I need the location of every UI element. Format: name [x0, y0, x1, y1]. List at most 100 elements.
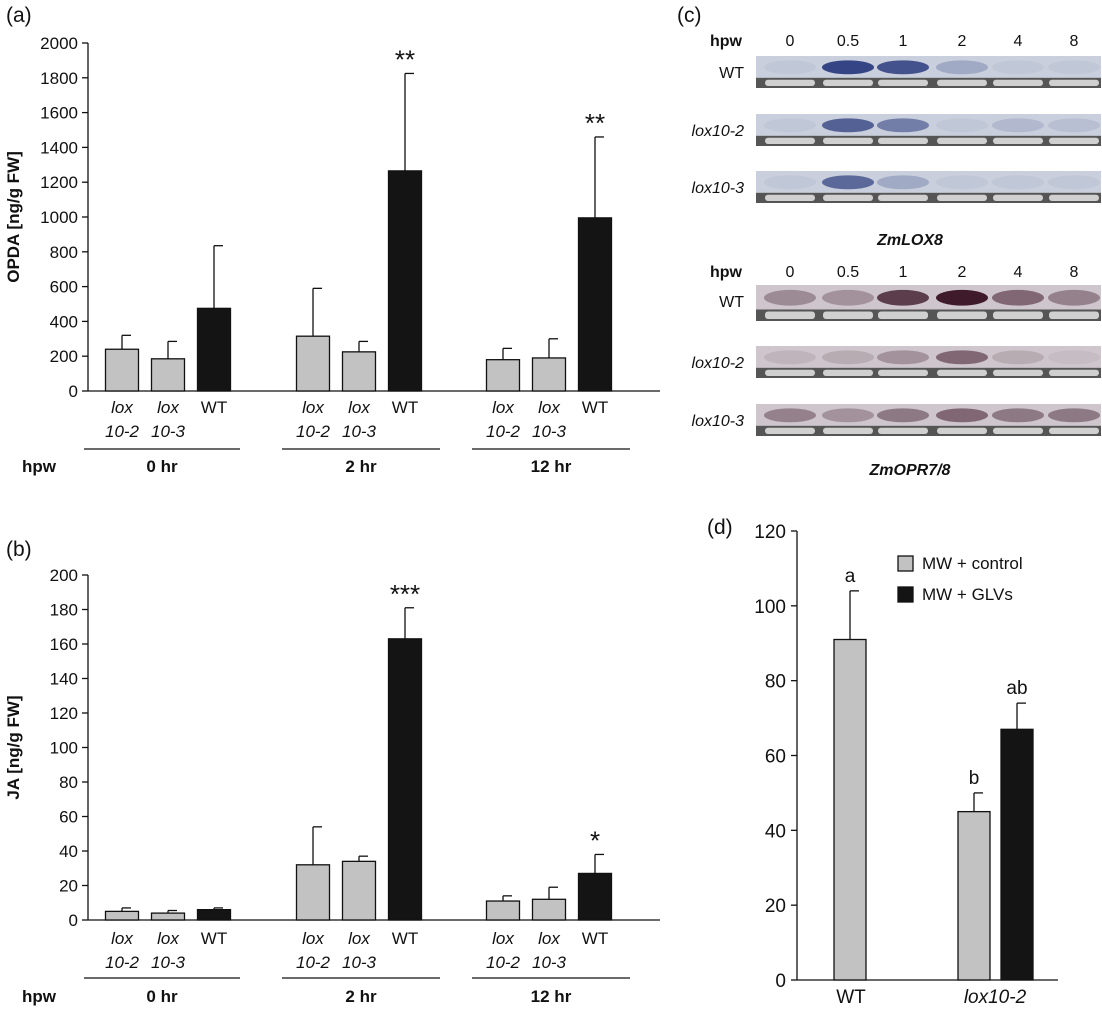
y-tick-label: 100	[50, 739, 78, 758]
blot-band	[936, 289, 988, 306]
blot-band	[936, 408, 988, 423]
blot-band	[822, 60, 874, 75]
category-label: 10-2	[105, 953, 140, 972]
category-label: WT	[201, 398, 227, 417]
y-tick-label: 180	[50, 601, 78, 620]
category-label: lox	[157, 929, 179, 948]
bar-lox10-3	[531, 357, 567, 392]
bar-lox10-2	[295, 335, 331, 392]
panel-label-d: (d)	[707, 516, 733, 539]
rrna-band	[823, 427, 873, 434]
legend-label: MW + control	[922, 554, 1023, 573]
category-label: WT	[836, 987, 866, 1008]
rrna-band	[993, 311, 1043, 319]
blot-band	[764, 60, 816, 75]
rrna-band	[993, 369, 1043, 376]
rrna-band	[823, 137, 873, 144]
rrna-band	[937, 369, 987, 376]
blot-timepoint-label: 0.5	[837, 264, 859, 281]
y-axis-label: JA [ng/g FW]	[4, 695, 23, 799]
blot-timepoint-label: 8	[1070, 264, 1079, 281]
rrna-band	[993, 194, 1043, 201]
rrna-band	[937, 311, 987, 319]
category-label: 10-3	[532, 422, 567, 441]
category-label: lox	[538, 398, 560, 417]
rrna-band	[823, 194, 873, 201]
legend-swatch	[897, 555, 914, 572]
blot-band	[936, 60, 988, 75]
rrna-band	[993, 137, 1043, 144]
category-label: 10-3	[151, 422, 186, 441]
category-label: lox	[302, 929, 324, 948]
category-label: 10-3	[342, 422, 377, 441]
blot-strip	[756, 346, 1101, 368]
blot-band	[877, 175, 929, 190]
category-label: lox10-2	[964, 987, 1027, 1008]
category-label: lox	[348, 398, 370, 417]
ja-bar-chart: 0 20 40 60 80 100 120 140 160 180 200 JA [ng/g FW] h…	[4, 566, 660, 1006]
y-tick-label: 120	[754, 522, 786, 543]
blot-band	[992, 118, 1044, 133]
blot-band	[822, 408, 874, 423]
rrna-band	[1049, 427, 1099, 434]
panel-label-c: (c)	[677, 4, 702, 27]
y-tick-label: 200	[50, 347, 78, 366]
blot-timepoint-label: 4	[1014, 33, 1023, 50]
y-tick-label: 400	[50, 312, 78, 331]
legend-label: MW + GLVs	[922, 585, 1013, 604]
rrna-band	[878, 194, 928, 201]
bar-control	[957, 810, 991, 981]
blot-timepoint-label: 2	[958, 33, 967, 50]
rrna-band	[1049, 194, 1099, 201]
blot-row-label: lox10-2	[692, 123, 745, 140]
legend-swatch	[897, 586, 914, 603]
blot-band	[936, 350, 988, 365]
blot-band	[877, 60, 929, 75]
opda-bar-chart: 0 200 400 600 800 1000 1200 1400 1600 1800 2000 OPD…	[4, 34, 660, 476]
category-label: lox	[302, 398, 324, 417]
y-tick-label: 1400	[40, 138, 78, 157]
blot-band	[877, 289, 929, 306]
blot-band	[822, 289, 874, 306]
blot-band	[992, 408, 1044, 423]
significance-mark: **	[585, 108, 605, 138]
rrna-band	[823, 79, 873, 86]
y-tick-label: 1600	[40, 104, 78, 123]
y-axis-label: OPDA [ng/g FW]	[4, 151, 23, 283]
rrna-band	[937, 79, 987, 86]
y-tick-label: 1200	[40, 173, 78, 192]
category-label: lox	[111, 398, 133, 417]
panel-label-b: (b)	[6, 538, 32, 561]
rrna-band	[765, 427, 815, 434]
group-label: 2 hr	[345, 987, 377, 1006]
blot-gene-name: ZmLOX8	[876, 232, 943, 249]
category-label: 10-2	[296, 953, 331, 972]
y-tick-label: 600	[50, 278, 78, 297]
rrna-band	[1049, 369, 1099, 376]
category-label: 10-3	[342, 953, 377, 972]
y-tick-label: 800	[50, 243, 78, 262]
category-label: 10-3	[151, 953, 186, 972]
bar-glvs	[1000, 728, 1034, 981]
y-tick-label: 160	[50, 635, 78, 654]
blot-timepoint-label: 0.5	[837, 33, 859, 50]
rrna-loading-strip	[756, 192, 1101, 203]
y-tick-label: 0	[775, 971, 786, 992]
rrna-band	[993, 427, 1043, 434]
blot-band	[877, 408, 929, 423]
category-label: WT	[392, 929, 418, 948]
y-tick-label: 20	[765, 896, 786, 917]
blot-timepoint-header: hpw	[710, 33, 743, 50]
blot-band	[1048, 118, 1100, 133]
significance-mark: ***	[390, 579, 420, 609]
blot-row-label: lox10-3	[692, 413, 745, 430]
rrna-band	[765, 79, 815, 86]
bar-lox10-3	[341, 860, 377, 921]
blot-timepoint-label: 0	[786, 264, 795, 281]
rrna-band	[823, 369, 873, 376]
blot-band	[764, 350, 816, 365]
rrna-loading-strip	[756, 367, 1101, 378]
bar-lox10-2	[104, 348, 140, 392]
rrna-band	[878, 79, 928, 86]
y-tick-label: 60	[59, 808, 78, 827]
